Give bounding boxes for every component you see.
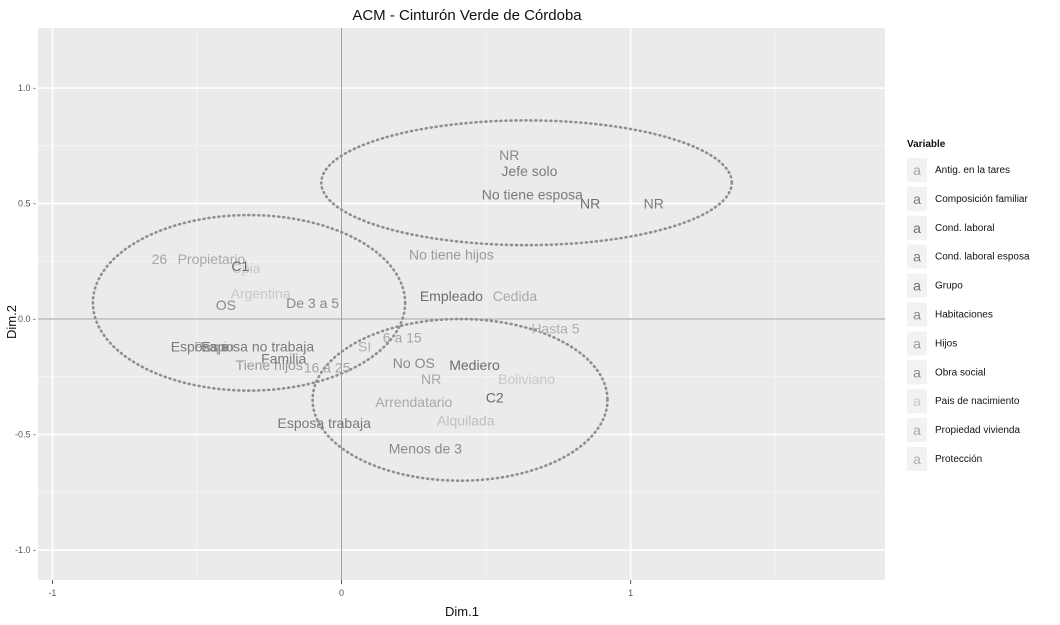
legend-key-glyph: a (913, 364, 921, 380)
legend-item-label: Obra social (935, 367, 986, 378)
point-label: 26 (152, 251, 168, 267)
point-label: No OS (393, 355, 435, 371)
y-tick-label: -0.5 - (15, 429, 36, 439)
legend-key-glyph: a (913, 393, 921, 409)
plot-panel (38, 28, 885, 580)
legend-item-label: Composición familiar (935, 194, 1028, 205)
point-label: NR (644, 196, 664, 212)
legend-key (907, 360, 927, 385)
cluster-ellipses (91, 119, 734, 482)
point-label: Alquilada (437, 413, 495, 429)
legend-key (907, 331, 927, 356)
legend-item-label: Hijos (935, 338, 957, 349)
legend-key-glyph: a (913, 220, 921, 236)
legend-item-label: Propiedad vivienda (935, 425, 1020, 436)
x-axis-title: Dim.1 (445, 604, 479, 619)
y-tick-label: 0.0 - (18, 314, 36, 324)
point-label: Esposa no trabaja (201, 339, 314, 355)
point-label: Cpia (232, 260, 261, 276)
point-label: Familia (261, 350, 306, 366)
point-label: Esposa trabaja (277, 415, 371, 431)
y-tick-label: 1.0 - (18, 83, 36, 93)
point-label: C1 (231, 258, 249, 274)
point-label: No tiene hijos (409, 246, 494, 262)
point-label: Menos de 3 (389, 440, 462, 456)
chart-title: ACM - Cinturón Verde de Córdoba (352, 7, 582, 24)
legend-key (907, 186, 927, 211)
point-label: C2 (486, 390, 504, 406)
legend-key (907, 158, 927, 182)
legend-key (907, 389, 927, 414)
point-label: Argentina (231, 286, 291, 302)
point-label: Boliviano (498, 371, 555, 387)
legend-item-label: Cond. laboral esposa (935, 252, 1030, 263)
cluster-ellipse (319, 119, 734, 247)
axis-ticks: -1 0 1 1.0 - 0.5 - 0.0 - -0.5 - -1.0 - (15, 83, 633, 598)
legend-item-label: Protección (935, 454, 982, 465)
y-tick-label: 0.5 - (18, 199, 36, 209)
x-tick-label: 0 (339, 588, 344, 598)
legend-key-glyph: a (913, 335, 921, 351)
point-label: OS (216, 297, 236, 313)
point-label: Empleado (420, 288, 483, 304)
legend-key-glyph: a (913, 422, 921, 438)
legend-key-glyph: a (913, 162, 921, 178)
legend-title: Variable (907, 139, 946, 150)
point-label: 16 a 25 (304, 360, 351, 376)
point-label: NR (580, 196, 600, 212)
point-label: Tiene hijos (236, 357, 303, 373)
legend-key (907, 215, 927, 240)
legend-item-label: Grupo (935, 281, 963, 292)
point-label: Hasta 5 (531, 320, 579, 336)
point-label: Mediero (449, 357, 500, 373)
cluster-ellipse (91, 213, 407, 392)
legend-item-label: Antig. en la tares (935, 165, 1010, 176)
legend-key-glyph: a (913, 278, 921, 294)
legend-key (907, 418, 927, 443)
point-label: Arrendatario (375, 394, 452, 410)
point-label: NR (499, 147, 519, 163)
point-label: Propio (194, 339, 235, 355)
grid-lines (38, 28, 885, 580)
point-label: Jefe solo (501, 163, 557, 179)
legend-key-glyph: a (913, 307, 921, 323)
legend-key (907, 244, 927, 269)
x-tick-label: -1 (48, 588, 56, 598)
point-label: 6 a 15 (383, 329, 422, 345)
legend-item-label: Habitaciones (935, 310, 993, 321)
point-label: SI (358, 339, 371, 355)
legend-key (907, 302, 927, 327)
point-label: De 3 a 5 (286, 295, 339, 311)
legend-item-label: Cond. laboral (935, 223, 994, 234)
legend-key-glyph: a (913, 451, 921, 467)
legend-key (907, 447, 927, 471)
point-label: Cedida (493, 288, 538, 304)
point-label: No tiene esposa (482, 186, 583, 202)
legend: Variable a Antig. en la tares a Composición… (907, 139, 1030, 471)
y-tick-label: -1.0 - (15, 545, 36, 555)
point-label: NR (421, 371, 441, 387)
legend-key (907, 273, 927, 298)
point-label: Propietario (178, 251, 246, 267)
cluster-ellipse (311, 317, 609, 482)
legend-key-glyph: a (913, 191, 921, 207)
x-tick-label: 1 (628, 588, 633, 598)
point-label: Esposa e (171, 339, 230, 355)
y-axis-title: Dim.2 (4, 305, 19, 339)
legend-key-glyph: a (913, 249, 921, 265)
legend-item-label: Pais de nacimiento (935, 396, 1020, 407)
